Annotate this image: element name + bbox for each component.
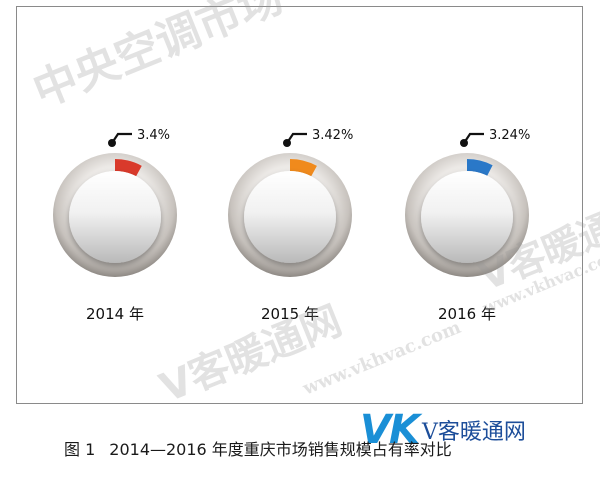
site-logo: VK V客暖通网	[360, 407, 526, 453]
category-label: 2016 年	[438, 305, 496, 323]
donut-inner-disc	[421, 171, 513, 263]
caption-text: 2014—2016 年度重庆市场销售规模占有率对比	[109, 440, 452, 459]
share-slice	[115, 159, 142, 177]
donut-inner-disc	[69, 171, 161, 263]
logo-name: V客暖通网	[421, 420, 526, 445]
callout-line	[286, 132, 307, 144]
data-label: 3.24%	[489, 128, 530, 143]
category-label: 2015 年	[261, 305, 319, 323]
category-label: 2014 年	[86, 305, 144, 323]
figure-caption: 图 1 2014—2016 年度重庆市场销售规模占有率对比	[64, 436, 452, 460]
figure-number: 图 1	[64, 440, 96, 459]
callout-line	[111, 132, 132, 144]
donut-1: 3.4% 2014 年	[53, 128, 177, 323]
donut-inner-disc	[244, 171, 336, 263]
data-label: 3.42%	[312, 128, 353, 143]
donut-2: 3.42% 2015 年	[228, 128, 353, 323]
callout-line	[463, 132, 484, 144]
logo-mark: VK	[360, 407, 420, 453]
data-label: 3.4%	[137, 128, 170, 143]
donut-3: 3.24% 2016 年	[405, 128, 530, 323]
share-slice	[467, 159, 493, 176]
share-slice	[290, 159, 317, 177]
